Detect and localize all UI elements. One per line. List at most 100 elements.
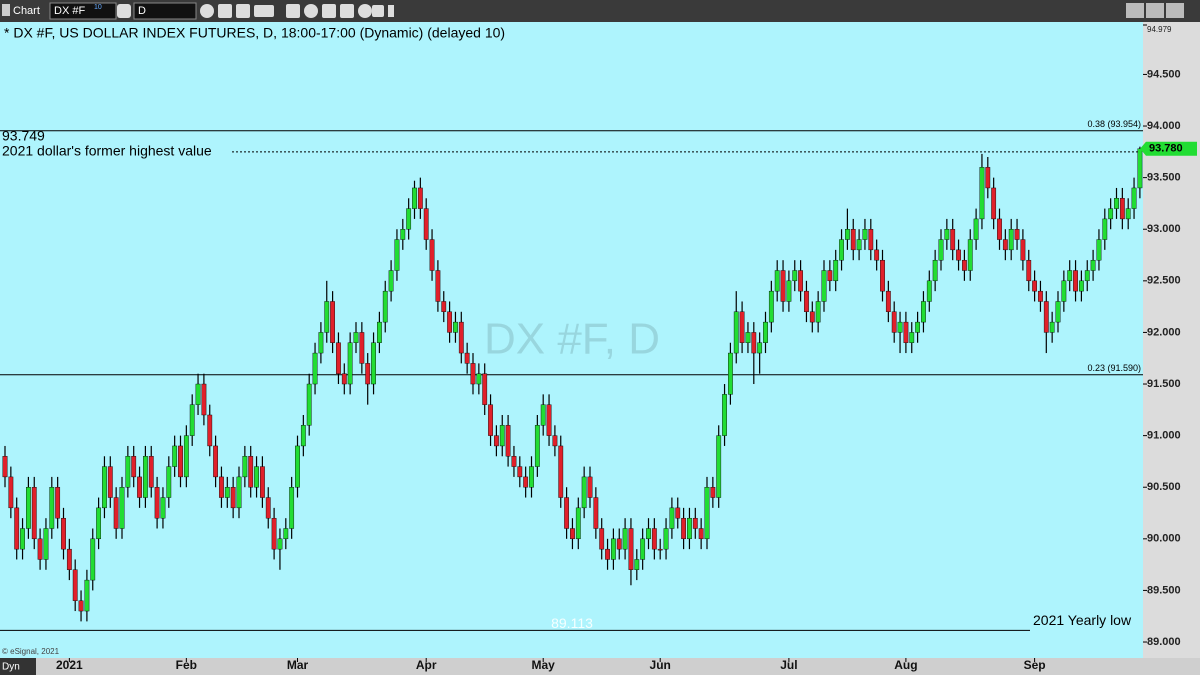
candle-body [646,528,651,540]
candle-body [862,229,868,240]
candle-body [1108,208,1114,220]
candle-body [1049,321,1055,333]
candle-body [570,528,575,540]
candle-body [230,487,236,509]
x-tick-label: Mar [287,658,309,672]
x-tick-label: 2021 [56,658,83,672]
tool-button[interactable] [340,4,354,18]
candle-body [874,249,880,261]
last-price-label: 93.780 [1149,143,1183,155]
tool-button[interactable] [322,4,336,18]
candle-body [347,342,353,385]
candle-body [1078,280,1084,292]
tool-button[interactable] [200,4,214,18]
former-high-text: 2021 dollar's former highest value [2,143,212,159]
candle-body [511,456,517,467]
candle-body [973,218,979,240]
candle-body [605,548,610,560]
copyright: © eSignal, 2021 [2,647,60,656]
window-button[interactable] [1126,3,1144,18]
y-tick-label: 93.500 [1147,172,1181,184]
interval-box[interactable] [133,2,197,20]
candle-body [248,456,254,488]
candle-body [464,352,470,364]
candle-body [687,517,692,540]
candle-body [142,456,148,498]
x-tick-label: Sep [1024,658,1046,672]
y-tick-label: 94.500 [1147,68,1181,80]
interval[interactable]: D [138,5,146,17]
tool-button[interactable] [218,4,232,18]
candle-body [1114,198,1119,209]
candle-body [856,239,862,251]
chart-icon [2,4,10,16]
tool-button[interactable] [358,4,372,18]
candle-body [96,507,102,540]
candle-body [903,321,909,343]
candle-body [1084,270,1090,282]
candle-body [324,301,330,333]
toolbar [0,0,1200,22]
candle-body [131,456,137,478]
tool-button[interactable] [372,5,384,17]
candle-body [207,414,213,447]
app-label: Chart [13,5,40,17]
candle-body [271,517,277,550]
candle-body [125,456,131,488]
y-tick-label: 91.000 [1147,430,1181,442]
candle-body [616,538,622,550]
x-tick-label: Aug [894,658,917,672]
candle-body [534,425,540,467]
tool-button[interactable] [388,5,394,17]
candle-body [66,548,72,570]
y-tick-label: 89.500 [1147,584,1181,596]
window-button[interactable] [1166,3,1184,18]
candle-body [330,301,335,343]
chart-title: * DX #F, US DOLLAR INDEX FUTURES, D, 18:… [4,25,505,41]
candle-body [289,487,295,529]
candle-body [388,270,394,292]
time-axis [0,658,1200,675]
candle-body [698,528,704,540]
candle-body [622,528,628,550]
candle-body [499,425,505,447]
candle-body [850,229,856,251]
mode-box [0,658,36,675]
y-tick-label: 93.000 [1147,223,1181,235]
candle-body [1038,290,1043,302]
tool-button[interactable] [304,4,318,18]
candle-body [107,466,113,498]
candle-body [926,280,932,302]
reference-label: 0.23 (91.590) [1087,363,1141,373]
candle-body [587,476,593,498]
candle-body [768,290,774,323]
link-button[interactable] [117,4,131,18]
yearly-low-value: 89.113 [551,615,593,631]
candle-body [909,332,915,343]
x-tick-label: May [532,658,556,672]
window-button[interactable] [1146,3,1164,18]
candle-body [470,363,476,385]
candle-body [1014,229,1020,240]
candle-body [441,301,447,312]
candle-body [833,259,839,282]
candle-body [300,425,306,447]
tool-button[interactable] [254,5,274,17]
candle-body [979,167,985,220]
candle-body [382,290,388,323]
candle-body [2,456,8,478]
candle-body [634,559,640,570]
candle-body [178,445,183,478]
symbol-box[interactable] [49,2,117,20]
candle-body [365,363,371,385]
tool-button[interactable] [286,4,300,18]
candle-body [815,301,821,323]
tool-button[interactable] [236,4,250,18]
candle-body [154,487,160,519]
candle-body [72,569,78,601]
symbol[interactable]: DX #F [54,5,85,17]
watermark: DX #F, D [484,315,660,364]
candle-body [201,383,207,416]
candle-body [1125,208,1131,220]
candle-body [137,476,142,498]
